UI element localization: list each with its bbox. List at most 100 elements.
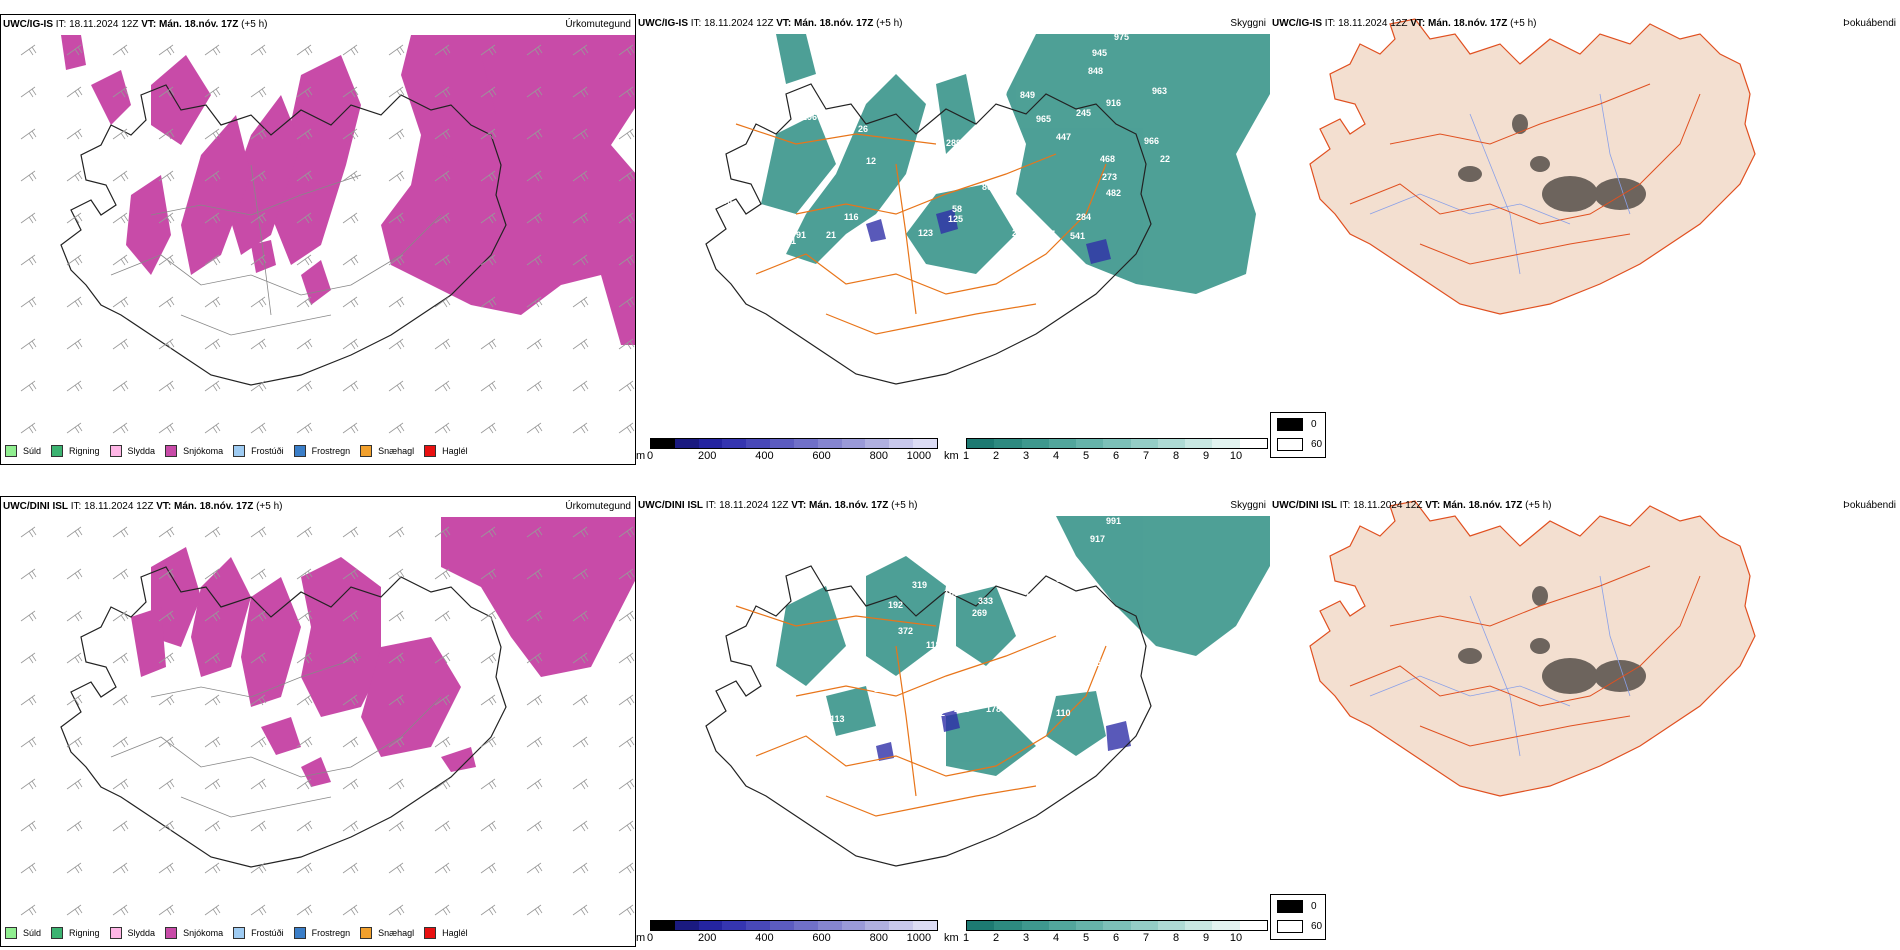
fog-legend-high: 0 — [1277, 418, 1317, 431]
precip-type-map — [20, 35, 635, 434]
height-label: 58 — [952, 204, 962, 214]
height-label: 975 — [1114, 32, 1129, 42]
road-network — [735, 123, 1107, 335]
fog-legend-high-swatch — [1277, 418, 1303, 431]
legend-item: Frostregn — [293, 445, 350, 457]
height-label: 916 — [1106, 98, 1121, 108]
fog-legend-high-swatch — [1277, 900, 1303, 913]
legend-item: Snjókoma — [165, 445, 223, 457]
height-label: 420 — [1058, 616, 1073, 626]
legend-item: Slydda — [109, 445, 155, 457]
legend-swatch — [360, 445, 373, 457]
panel-header: UWC/IG-IS IT: 18.11.2024 12Z VT: Mán. 18… — [638, 18, 903, 29]
visibility-colorbar: km 1 2 3 4 5 6 7 8 9 10 — [944, 920, 1270, 947]
panel-header: UWC/DINI ISL IT: 18.11.2024 12Z VT: Mán.… — [3, 501, 283, 512]
precip-type-panel-ig: UWC/IG-IS IT: 18.11.2024 12Z VT: Mán. 18… — [0, 14, 636, 465]
cloud-visibility-map: 975 945 848 845 649 849 963 916 296 350 965 245 26 44… — [705, 32, 1270, 385]
legend-item: Snjókoma — [165, 927, 223, 939]
fog-legend-high: 0 — [1277, 900, 1317, 913]
cloud-base-bar — [650, 920, 938, 931]
fog-areas — [1458, 586, 1646, 694]
height-label: 91 — [796, 230, 806, 240]
cloud-base-colorbar: m 0 200 400 600 800 1000 — [636, 920, 938, 947]
cloud-base-areas — [876, 710, 1131, 761]
height-label: 21 — [826, 230, 836, 240]
legend-item: Súld — [5, 927, 41, 939]
height-label: 917 — [1090, 534, 1105, 544]
height-label: 434 — [1006, 576, 1021, 586]
height-label: 447 — [1056, 132, 1071, 142]
fog-indicator-panel-dini: UWC/DINI ISL IT: 18.11.2024 12Z VT: Mán.… — [1270, 496, 1900, 947]
height-label: 372 — [898, 626, 913, 636]
height-label: 468 — [1100, 154, 1115, 164]
precip-legend: Súld Rigning Slydda Snjókoma Frostúði Fr… — [5, 926, 468, 940]
height-label: 167 — [1040, 229, 1055, 239]
legend-item: Haglél — [424, 445, 468, 457]
cloud-base-unit: m — [636, 450, 646, 462]
height-label: 170 — [1098, 616, 1113, 626]
height-label: 567 — [1096, 658, 1111, 668]
iceland-outline — [705, 83, 1152, 385]
height-label: 186 — [1068, 600, 1083, 610]
height-label: 26 — [858, 124, 868, 134]
height-label: 260 — [890, 232, 905, 242]
legend-swatch — [109, 445, 122, 457]
height-label: 178 — [986, 704, 1001, 714]
road-network — [1349, 83, 1701, 265]
wind-barbs — [20, 44, 635, 434]
road-network — [1349, 565, 1701, 747]
panel-header: UWC/DINI ISL IT: 18.11.2024 12Z VT: Mán.… — [638, 500, 918, 511]
height-label: 273 — [1102, 172, 1117, 182]
cloud-base-colorbar: m 0 200 400 600 800 1000 — [636, 438, 938, 465]
height-label: 849 — [1020, 90, 1035, 100]
fog-legend-low: 60 — [1277, 438, 1322, 451]
visibility-unit: km — [944, 450, 959, 462]
legend-item: Frostregn — [293, 927, 350, 939]
height-label: 649 — [992, 88, 1007, 98]
legend-item: Frostúði — [233, 445, 284, 457]
legend-item: Snæhagl — [360, 927, 414, 939]
cloud-base-areas — [866, 209, 1111, 264]
height-label: 350 — [830, 112, 845, 122]
legend-item: Frostúði — [233, 927, 284, 939]
legend-swatch — [293, 445, 306, 457]
panel-title: Skyggni — [1230, 18, 1266, 29]
fog-indicator-map — [1309, 500, 1756, 797]
height-label: 21 — [786, 236, 796, 246]
cloud-visibility-panel-dini: 991 917 434 890 319 165 333 72 192 269 381 186 420 17… — [636, 496, 1270, 947]
height-label: 890 — [1056, 574, 1071, 584]
cloud-visibility-panel-ig: 975 945 848 845 649 849 963 916 296 350 965 245 26 44… — [636, 14, 1270, 465]
legend-swatch — [5, 927, 17, 939]
height-label: 22 — [1160, 154, 1170, 164]
panel-header: UWC/DINI ISL IT: 18.11.2024 12Z VT: Mán.… — [1272, 500, 1552, 511]
fog-legend-low-swatch — [1277, 920, 1303, 933]
legend-swatch — [165, 445, 178, 457]
panel-title: Þokuábendi — [1843, 500, 1896, 511]
cloud-base-ticks: 0 200 400 600 800 1000 — [646, 932, 932, 944]
precip-legend: Súld Rigning Slydda Snjókoma Frostúði Fr… — [5, 444, 468, 458]
precip-type-panel-dini: UWC/DINI ISL IT: 18.11.2024 12Z VT: Mán.… — [0, 496, 636, 947]
cloud-base-bar — [650, 438, 938, 449]
height-label: 252 — [954, 704, 969, 714]
height-label: 333 — [978, 596, 993, 606]
height-label: 963 — [1152, 86, 1167, 96]
cloud-base-ticks: 0 200 400 600 800 1000 — [646, 450, 932, 462]
legend-swatch — [233, 445, 246, 457]
legend-swatch — [293, 927, 306, 939]
height-label: 371 — [1096, 638, 1111, 648]
road-network — [735, 605, 1107, 817]
height-label: 113 — [830, 714, 845, 724]
precip-type-map — [20, 517, 635, 916]
height-label: 381 — [1034, 610, 1049, 620]
legend-item: Rigning — [51, 445, 100, 457]
fog-indicator-map — [1309, 18, 1756, 315]
panel-title: Úrkomutegund — [565, 501, 631, 512]
legend-swatch — [51, 927, 64, 939]
height-label: 848 — [1088, 66, 1103, 76]
height-label: 125 — [948, 214, 963, 224]
fog-indicator-panel-ig: UWC/IG-IS IT: 18.11.2024 12Z VT: Mán. 18… — [1270, 14, 1900, 465]
fog-legend: 0 60 — [1270, 412, 1326, 458]
panel-title: Úrkomutegund — [565, 19, 631, 30]
